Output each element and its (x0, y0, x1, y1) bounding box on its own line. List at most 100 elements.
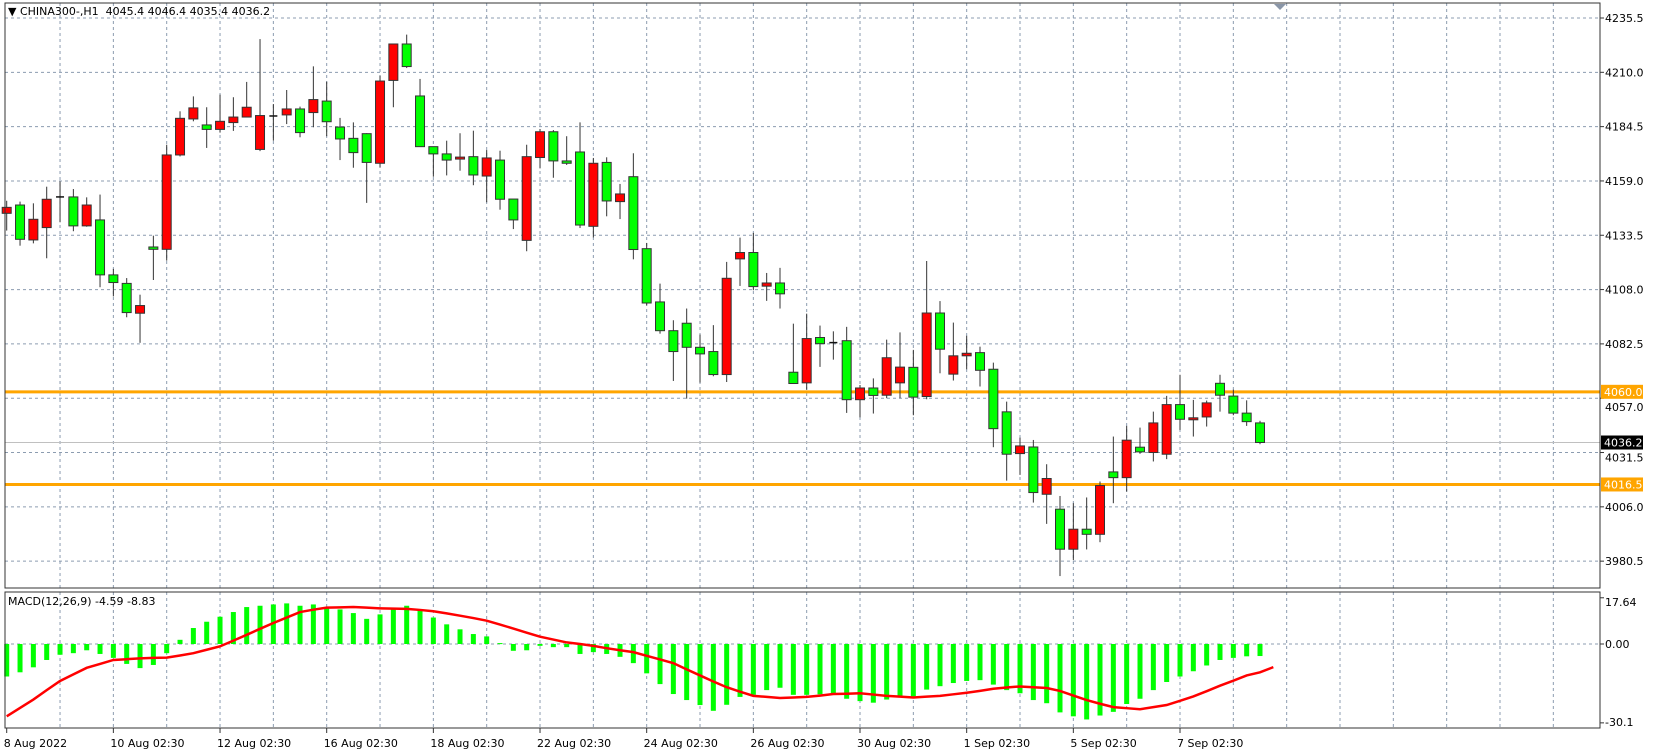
macd-histogram-bar (484, 636, 490, 644)
level-price-tag: 4016.5 (1604, 478, 1643, 491)
macd-histogram-bar (844, 644, 850, 699)
macd-histogram-bar (1070, 644, 1076, 717)
triangle-down-icon[interactable]: ▼ (8, 5, 20, 18)
macd-histogram-bar (310, 604, 316, 644)
macd-histogram-bar (724, 644, 730, 705)
candle-bear (668, 330, 679, 353)
candle-bull (588, 162, 599, 227)
candle-bear (428, 146, 439, 155)
y-tick-label: 4031.5 (1605, 452, 1644, 465)
ohlc-readout: 4045.4 4046.4 4035.4 4036.2 (105, 5, 271, 18)
macd-histogram-bar (1057, 644, 1063, 713)
macd-histogram-bar (364, 618, 370, 644)
candle-bull (135, 305, 146, 314)
x-tick-label: 7 Sep 02:30 (1177, 737, 1243, 750)
macd-histogram-bar (1017, 644, 1023, 694)
macd-histogram-bar (657, 644, 663, 685)
candle-bear (1215, 382, 1226, 396)
candle-bull (308, 99, 319, 114)
candle-bear (988, 368, 999, 430)
macd-header: MACD(12,26,9) -4.59 -8.83 (8, 595, 155, 608)
candle-bear (295, 108, 306, 134)
candle-bull (281, 108, 292, 116)
macd-values: -4.59 -8.83 (95, 595, 156, 608)
chart-header: ▼ CHINA300-,H1 4045.4 4046.4 4035.4 4036… (8, 5, 270, 18)
macd-histogram-bar (1177, 644, 1183, 677)
candle-bear (361, 133, 372, 163)
macd-histogram-bar (924, 644, 930, 690)
candle-bull (1068, 528, 1079, 550)
macd-histogram-bar (977, 644, 983, 681)
macd-histogram-bar (17, 644, 23, 673)
candle-bear (415, 95, 426, 148)
macd-histogram-bar (257, 605, 263, 644)
macd-histogram-bar (524, 644, 530, 651)
level-price-tag-bg (1601, 384, 1643, 399)
macd-label: MACD(12,26,9) (8, 595, 92, 608)
candle-bear (1241, 412, 1252, 423)
x-tick-label: 18 Aug 02:30 (430, 737, 504, 750)
candle-bull (721, 277, 732, 376)
candle-bear (548, 131, 559, 162)
macd-histogram-bar (1030, 644, 1036, 701)
chart-shift-marker-icon[interactable] (1274, 4, 1286, 10)
level-price-tag: 4060.0 (1604, 386, 1643, 399)
macd-histogram-bar (1150, 644, 1156, 691)
macd-histogram-bar (857, 644, 863, 702)
x-tick-label: 12 Aug 02:30 (217, 737, 291, 750)
candle-bull (175, 117, 186, 156)
macd-histogram-bar (737, 644, 743, 697)
macd-histogram-bar (297, 605, 303, 644)
candle-bear (1108, 471, 1119, 479)
candle-bull (895, 366, 906, 384)
candle-bear (1135, 446, 1146, 453)
candle-bull (455, 156, 466, 160)
macd-histogram-bar (630, 644, 636, 664)
candle-bull (961, 352, 972, 357)
candle-bull (41, 198, 52, 229)
macd-histogram-bar (777, 644, 783, 688)
macd-histogram-bar (830, 644, 836, 695)
candle-bull (1161, 404, 1172, 455)
macd-histogram-bar (1244, 644, 1250, 657)
candle-bear (508, 198, 519, 221)
candle-bear (1228, 395, 1239, 414)
candle-bear (775, 282, 786, 295)
macd-histogram-bar (1190, 644, 1196, 672)
candle-bear (1255, 422, 1266, 444)
candle-bear (748, 252, 759, 288)
macd-histogram-bar (150, 644, 156, 665)
candle-bull (241, 106, 252, 118)
y-tick-label: 4235.5 (1605, 12, 1644, 25)
x-tick-label: 30 Aug 02:30 (857, 737, 931, 750)
candle-bull (948, 355, 959, 375)
candle-bear (335, 126, 346, 140)
candle-bull (388, 43, 399, 81)
candle-bull (28, 218, 39, 241)
macd-histogram-bar (497, 643, 503, 645)
macd-histogram-bar (57, 644, 63, 655)
macd-histogram-bar (950, 644, 956, 684)
candle-bear (401, 43, 412, 68)
macd-histogram-bar (1004, 644, 1010, 691)
candle-bull (1201, 402, 1212, 418)
candle-bear (788, 371, 799, 385)
macd-histogram-bar (324, 607, 330, 644)
macd-histogram-bar (1110, 644, 1116, 712)
y-tick-label: 4210.0 (1605, 66, 1644, 79)
macd-histogram-bar (804, 644, 810, 695)
y-tick-label: 3980.5 (1605, 555, 1644, 568)
macd-histogram-bar (444, 624, 450, 644)
macd-histogram-bar (790, 644, 796, 695)
candle-bear (348, 137, 359, 154)
macd-histogram-bar (1204, 644, 1210, 666)
candle-bear (908, 366, 919, 398)
macd-histogram-bar (110, 644, 116, 658)
macd-histogram-bar (710, 644, 716, 711)
candle-bear (935, 312, 946, 350)
macd-histogram-bar (897, 644, 903, 696)
candle-bear (695, 346, 706, 355)
y-tick-label: 4184.5 (1605, 121, 1644, 134)
x-tick-label: 16 Aug 02:30 (324, 737, 398, 750)
